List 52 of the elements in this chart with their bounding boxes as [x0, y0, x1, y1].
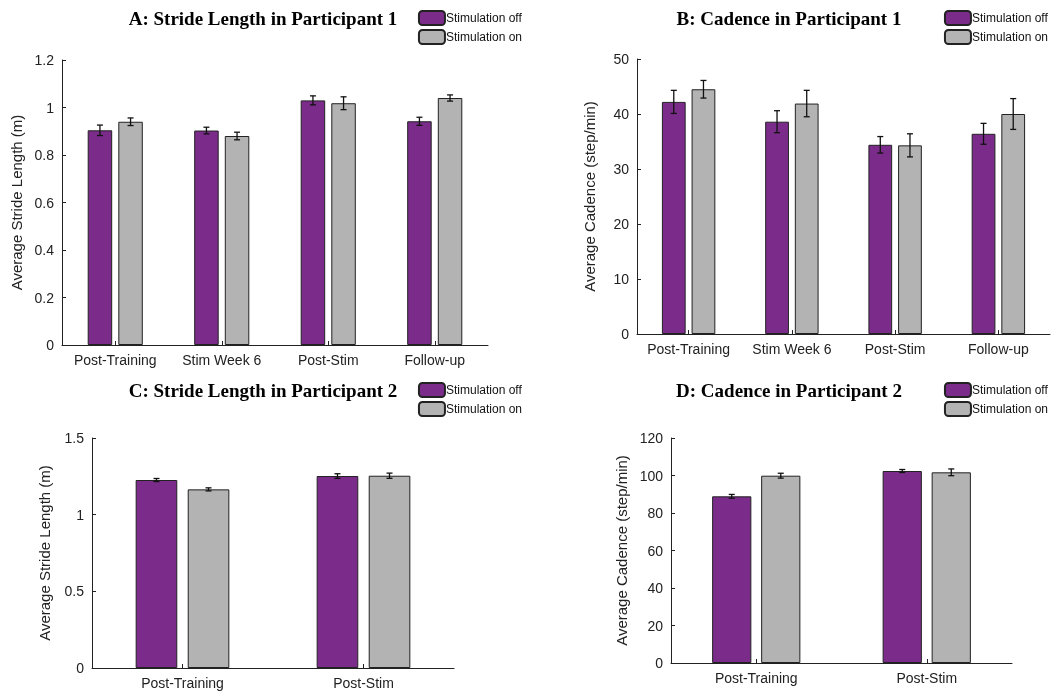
y-tick-label: 0.4: [34, 242, 55, 258]
chart-title: C: Stride Length in Participant 2: [128, 380, 398, 401]
legend-label: Stimulation off: [971, 11, 1049, 25]
chart-title: B: Cadence in Participant 1: [676, 8, 902, 29]
y-tick-label: 1.5: [64, 430, 85, 446]
y-tick-label: 100: [639, 467, 664, 484]
y-tick-label: 50: [613, 51, 630, 67]
legend-label: Stimulation off: [445, 11, 523, 25]
legend-label: Stimulation off: [971, 383, 1049, 397]
y-tick-label: 0.5: [64, 583, 85, 600]
y-tick-label: 30: [613, 161, 630, 177]
x-tick-label: Post-Stim: [297, 352, 359, 368]
legend-label: Stimulation on: [971, 402, 1048, 416]
y-tick-label: 10: [613, 271, 630, 287]
x-tick-label: Follow-up: [404, 352, 466, 368]
x-tick-label: Stim Week 6: [752, 341, 832, 357]
legend-label: Stimulation off: [445, 383, 523, 397]
y-axis-title: Average Stride Length (m): [36, 465, 53, 641]
y-tick-label: 120: [639, 430, 664, 446]
x-tick-label: Post-Training: [73, 352, 157, 368]
y-axis-title: Average Cadence (step/min): [581, 101, 598, 292]
x-tick-label: Post-Training: [141, 675, 224, 691]
y-tick-label: 1: [46, 99, 55, 116]
y-tick-label: 20: [647, 617, 664, 634]
y-tick-label: 20: [613, 216, 630, 232]
y-axis-title: Average Stride Length (m): [7, 114, 25, 291]
y-tick-label: 60: [647, 542, 664, 559]
legend-label: Stimulation on: [445, 30, 522, 44]
chart-title: D: Cadence in Participant 2: [676, 380, 902, 401]
y-tick-label: 40: [613, 106, 630, 122]
x-tick-label: Post-Stim: [896, 670, 958, 686]
x-tick-label: Follow-up: [968, 341, 1029, 357]
y-tick-label: 0: [46, 337, 55, 353]
x-tick-label: Post-Stim: [333, 675, 394, 691]
x-tick-label: Post-Stim: [864, 341, 926, 357]
y-axis-title: Average Cadence (step/min): [612, 455, 630, 646]
x-tick-label: Stim Week 6: [182, 352, 262, 368]
y-tick-label: 0: [621, 326, 630, 342]
y-tick-label: 0: [76, 660, 85, 676]
legend-label: Stimulation on: [971, 30, 1048, 44]
y-tick-label: 0: [655, 655, 664, 671]
legend-label: Stimulation on: [445, 402, 522, 416]
y-tick-label: 80: [647, 505, 664, 521]
x-tick-label: Post-Training: [714, 670, 798, 686]
y-tick-label: 0.2: [34, 289, 55, 306]
x-tick-label: Post-Training: [647, 341, 730, 357]
y-tick-label: 40: [647, 580, 664, 596]
y-tick-label: 0.6: [34, 194, 55, 211]
y-tick-label: 0.8: [34, 147, 55, 163]
chart-title: A: Stride Length in Participant 1: [128, 8, 398, 29]
y-tick-label: 1.2: [34, 52, 55, 68]
y-tick-label: 1: [76, 506, 85, 523]
